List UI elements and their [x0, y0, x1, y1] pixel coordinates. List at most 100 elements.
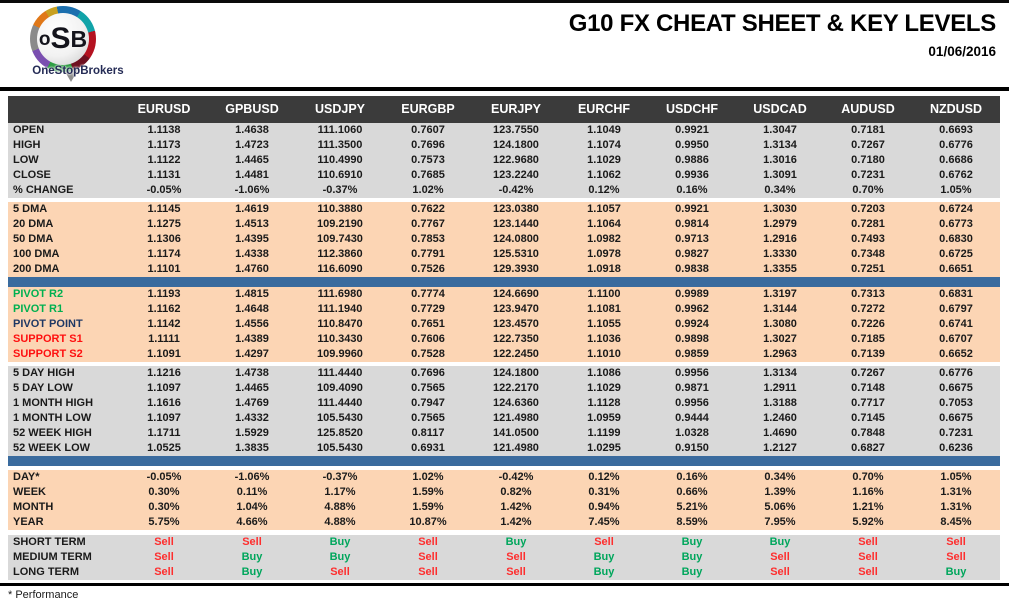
value-cell: 1.16% — [824, 485, 912, 500]
page-title: G10 FX CHEAT SHEET & KEY LEVELS — [568, 10, 997, 37]
value-cell: 0.6236 — [912, 441, 1000, 456]
fx-table-header: EURUSD GPBUSD USDJPY EURGBP EURJPY EURCHF USDC… — [8, 96, 1000, 123]
row-label: LOW — [8, 153, 120, 168]
table-row: 100 DMA 1.1174 1.4338 112.3860 0.7791 125.531… — [8, 247, 1000, 262]
value-cell: 1.3197 — [736, 287, 824, 302]
fx-table: EURUSD GPBUSD USDJPY EURGBP EURJPY EURCHF USDC… — [8, 96, 1000, 580]
value-cell: 4.88% — [296, 500, 384, 515]
value-cell: 0.6797 — [912, 302, 1000, 317]
value-cell: -1.06% — [208, 470, 296, 485]
value-cell: 1.3330 — [736, 247, 824, 262]
value-cell: 0.9924 — [648, 317, 736, 332]
value-cell: -0.42% — [472, 183, 560, 198]
value-cell: 111.1940 — [296, 302, 384, 317]
top-border-bar — [0, 0, 1009, 3]
value-cell: 109.9960 — [296, 347, 384, 362]
signal-cell: Buy — [208, 550, 296, 565]
table-row: % CHANGE -0.05% -1.06% -0.37% 1.02% -0.42% 0.1… — [8, 183, 1000, 198]
value-cell: 0.6675 — [912, 381, 1000, 396]
signal-cell: Sell — [384, 535, 472, 550]
value-cell: 0.82% — [472, 485, 560, 500]
header-row: EURUSD GPBUSD USDJPY EURGBP EURJPY EURCHF USDC… — [8, 96, 1000, 123]
value-cell: 0.9950 — [648, 138, 736, 153]
value-cell: 1.1131 — [120, 168, 208, 183]
value-cell: 1.4690 — [736, 426, 824, 441]
value-cell: 1.1145 — [120, 202, 208, 217]
value-cell: 1.1057 — [560, 202, 648, 217]
value-cell: 1.05% — [912, 183, 1000, 198]
value-cell: 0.9444 — [648, 411, 736, 426]
value-cell: 1.59% — [384, 500, 472, 515]
value-cell: 10.87% — [384, 515, 472, 530]
value-cell: 122.7350 — [472, 332, 560, 347]
value-cell: 111.4440 — [296, 366, 384, 381]
value-cell: 0.7231 — [824, 168, 912, 183]
value-cell: 123.9470 — [472, 302, 560, 317]
column-header: USDCAD — [753, 102, 807, 116]
value-cell: 1.1142 — [120, 317, 208, 332]
value-cell: 141.0500 — [472, 426, 560, 441]
row-label: 5 DMA — [8, 202, 120, 217]
value-cell: 1.1193 — [120, 287, 208, 302]
value-cell: 0.7717 — [824, 396, 912, 411]
value-cell: 1.2963 — [736, 347, 824, 362]
signal-cell: Buy — [208, 565, 296, 580]
value-cell: 0.9936 — [648, 168, 736, 183]
value-cell: 1.3355 — [736, 262, 824, 277]
section-gap — [8, 466, 1000, 470]
column-header: EURCHF — [577, 102, 631, 116]
value-cell: 0.30% — [120, 500, 208, 515]
footer-divider-rule — [0, 583, 1009, 586]
table-row: SUPPORT S1 1.1111 1.4389 110.3430 0.7606 122.… — [8, 332, 1000, 347]
value-cell: 1.05% — [912, 470, 1000, 485]
value-cell: 109.2190 — [296, 217, 384, 232]
value-cell: 0.7729 — [384, 302, 472, 317]
value-cell: 1.1199 — [560, 426, 648, 441]
table-row: CLOSE 1.1131 1.4481 110.6910 0.7685 123.2240 1… — [8, 168, 1000, 183]
value-cell: 1.2127 — [736, 441, 824, 456]
value-cell: 110.3430 — [296, 332, 384, 347]
row-label: 52 WEEK HIGH — [8, 426, 120, 441]
value-cell: 110.8470 — [296, 317, 384, 332]
value-cell: 1.21% — [824, 500, 912, 515]
value-cell: 0.7607 — [384, 123, 472, 138]
value-cell: 0.9921 — [648, 202, 736, 217]
value-cell: 111.6980 — [296, 287, 384, 302]
column-header: NZDUSD — [929, 102, 983, 116]
logo-letter-o: o — [38, 28, 51, 50]
row-label: PIVOT R2 — [8, 287, 120, 302]
value-cell: 0.9713 — [648, 232, 736, 247]
value-cell: 1.1091 — [120, 347, 208, 362]
value-cell: 5.21% — [648, 500, 736, 515]
table-row: 50 DMA 1.1306 1.4395 109.7430 0.7853 124.0800… — [8, 232, 1000, 247]
value-cell: 5.06% — [736, 500, 824, 515]
value-cell: 109.7430 — [296, 232, 384, 247]
value-cell: 0.70% — [824, 183, 912, 198]
table-row: PIVOT POINT 1.1142 1.4556 110.8470 0.7651 123… — [8, 317, 1000, 332]
table-row: OPEN 1.1138 1.4638 111.1060 0.7607 123.7550 1.… — [8, 123, 1000, 138]
value-cell: 0.6773 — [912, 217, 1000, 232]
value-cell: 0.7565 — [384, 381, 472, 396]
signal-cell: Sell — [208, 535, 296, 550]
value-cell: 1.1162 — [120, 302, 208, 317]
value-cell: 0.7203 — [824, 202, 912, 217]
signal-cell: Sell — [912, 550, 1000, 565]
value-cell: 0.16% — [648, 183, 736, 198]
value-cell: 1.1097 — [120, 411, 208, 426]
value-cell: 1.1275 — [120, 217, 208, 232]
value-cell: 111.4440 — [296, 396, 384, 411]
value-cell: 1.1086 — [560, 366, 648, 381]
value-cell: 1.1173 — [120, 138, 208, 153]
value-cell: 0.6762 — [912, 168, 1000, 183]
signal-cell: Sell — [824, 535, 912, 550]
value-cell: 1.3080 — [736, 317, 824, 332]
row-label: WEEK — [8, 485, 120, 500]
value-cell: 0.7853 — [384, 232, 472, 247]
value-cell: 0.9871 — [648, 381, 736, 396]
table-row: SUPPORT S2 1.1091 1.4297 109.9960 0.7528 122.… — [8, 347, 1000, 362]
value-cell: 1.3835 — [208, 441, 296, 456]
value-cell: 1.4723 — [208, 138, 296, 153]
column-header: USDCHF — [665, 102, 719, 116]
value-cell: 1.1029 — [560, 153, 648, 168]
